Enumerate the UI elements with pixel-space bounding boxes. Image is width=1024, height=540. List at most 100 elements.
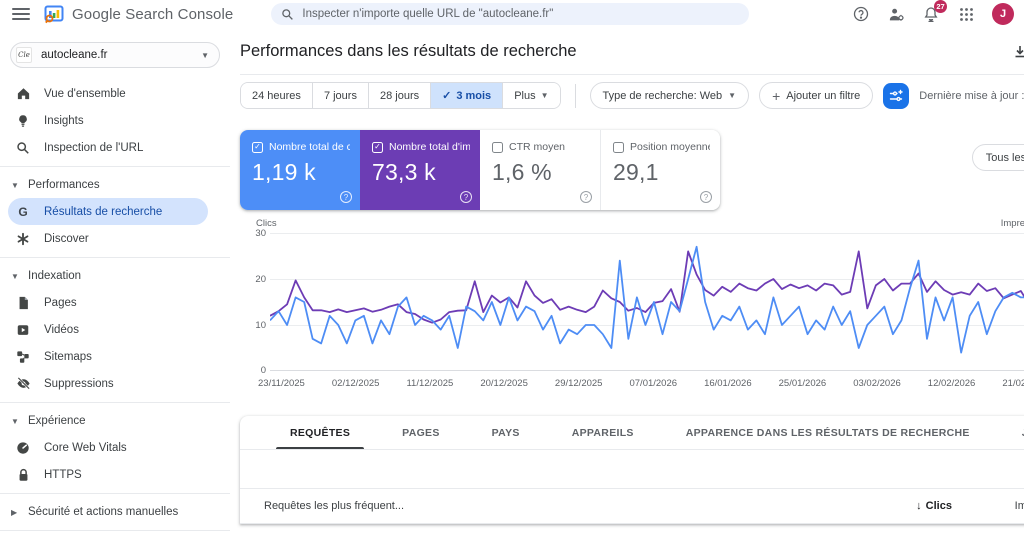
- google-g-icon: G: [18, 204, 28, 219]
- export-button[interactable]: EXPORTER: [1014, 45, 1024, 58]
- help-icon[interactable]: [852, 5, 870, 23]
- caret-right-icon: ▶: [11, 507, 18, 517]
- sidebar-item-overview[interactable]: Vue d'ensemble: [0, 80, 230, 107]
- filters-row: 24 heures 7 jours 28 jours ✓ 3 mois Plus ▼…: [240, 75, 1024, 116]
- column-clicks-sorted[interactable]: ↓ Clics: [916, 500, 952, 512]
- range-7j[interactable]: 7 jours: [312, 83, 369, 108]
- video-icon: [15, 322, 31, 338]
- divider: [0, 257, 230, 258]
- help-icon[interactable]: ?: [580, 191, 592, 203]
- caret-down-icon: ▼: [540, 91, 549, 100]
- section-security[interactable]: ▶ Sécurité et actions manuelles: [0, 499, 230, 525]
- tab-apparence[interactable]: APPARENCE DANS LES RÉSULTATS DE RECHERCH…: [685, 426, 970, 439]
- tab-appareils[interactable]: APPAREILS: [571, 426, 634, 439]
- sidebar-item-label: Résultats de recherche: [44, 205, 163, 218]
- sidebar-item-label: Suppressions: [44, 377, 114, 390]
- sidebar-item-videos[interactable]: Vidéos: [0, 316, 230, 343]
- metric-total-clicks[interactable]: ✓ Nombre total de c... 1,19 k ?: [240, 130, 360, 210]
- notifications-bell-icon[interactable]: 27: [922, 0, 947, 23]
- hamburger-menu-icon[interactable]: [12, 8, 30, 20]
- performance-chart: Clics Impressions 30 20 10 0 1,5 k 1 k: [240, 218, 1024, 389]
- tab-jours[interactable]: JOURS: [996, 416, 1024, 449]
- granularity-dropdown[interactable]: Tous les jours▼: [971, 144, 1024, 171]
- range-plus[interactable]: Plus ▼: [503, 83, 560, 108]
- metric-value: 1,19 k: [252, 159, 316, 185]
- divider: [0, 402, 230, 403]
- sidebar-item-core-web-vitals[interactable]: Core Web Vitals: [0, 434, 230, 461]
- range-28j[interactable]: 28 jours: [368, 83, 432, 108]
- column-impressions[interactable]: Impressions: [1014, 500, 1024, 512]
- chart-lines: [270, 233, 1024, 371]
- sidebar-item-https[interactable]: HTTPS: [0, 461, 230, 488]
- page-header: Performances dans les résultats de reche…: [240, 28, 1024, 75]
- brand-title: Google Search Console: [72, 5, 234, 23]
- sidebar-item-suppressions[interactable]: Suppressions: [0, 370, 230, 397]
- last-update-text: Dernière mise à jour : il y a 4 heures: [919, 89, 1024, 102]
- help-icon[interactable]: ?: [340, 191, 352, 203]
- chart-plot-area[interactable]: 30 20 10 0 1,5 k 1 k 500 0: [255, 228, 1024, 376]
- discover-asterisk-icon: [15, 231, 31, 247]
- section-performances[interactable]: ▼ Performances: [0, 172, 230, 198]
- brand: Google Search Console: [44, 4, 233, 24]
- column-queries[interactable]: Requêtes les plus fréquent...: [264, 500, 405, 512]
- right-axis-title: Impressions: [1000, 218, 1024, 229]
- search-input[interactable]: [302, 8, 740, 20]
- sidebar-item-url-inspection[interactable]: Inspection de l'URL: [0, 134, 230, 161]
- tab-pays[interactable]: PAYS: [491, 426, 520, 439]
- sidebar-item-insights[interactable]: Insights: [0, 107, 230, 134]
- metric-label: CTR moyen: [509, 141, 566, 153]
- metric-total-impressions[interactable]: ✓ Nombre total d'im... 73,3 k ?: [360, 130, 480, 210]
- property-selector[interactable]: Cle autocleane.fr ▼: [10, 42, 220, 68]
- account-avatar[interactable]: J: [992, 3, 1014, 25]
- help-icon[interactable]: ?: [460, 191, 472, 203]
- add-filter-button[interactable]: + Ajouter un filtre: [759, 82, 874, 109]
- metric-average-position[interactable]: ✓ Position moyenne 29,1 ?: [600, 130, 720, 210]
- clicks-line: [270, 247, 1024, 353]
- y-tick-left: 10: [255, 320, 266, 331]
- checkbox-checked-icon[interactable]: ✓: [372, 141, 383, 153]
- sidebar-item-search-results[interactable]: G Résultats de recherche: [8, 198, 208, 225]
- tab-pages[interactable]: PAGES: [402, 426, 440, 439]
- table-toolbar: [240, 450, 1024, 489]
- metric-average-ctr[interactable]: ✓ CTR moyen 1,6 % ?: [480, 130, 600, 210]
- sidebar-item-discover[interactable]: Discover: [0, 225, 230, 252]
- sidebar-item-sitemaps[interactable]: Sitemaps: [0, 343, 230, 370]
- search-type-filter[interactable]: Type de recherche: Web ▼: [589, 82, 750, 109]
- main-content: Performances dans les résultats de reche…: [230, 28, 1024, 540]
- google-apps-grid-icon[interactable]: [957, 5, 975, 23]
- caret-down-icon: ▼: [728, 91, 737, 100]
- section-label: Performances: [28, 179, 100, 191]
- tab-requetes[interactable]: REQUÊTES: [264, 416, 376, 449]
- checkbox-unchecked-icon[interactable]: ✓: [613, 141, 624, 153]
- dimension-tabs: REQUÊTES PAGES PAYS APPAREILS APPARENCE …: [240, 416, 1024, 450]
- section-indexation[interactable]: ▼ Indexation: [0, 263, 230, 289]
- checkbox-checked-icon[interactable]: ✓: [252, 141, 263, 153]
- search-console-logo-icon: [44, 4, 64, 24]
- sidebar-item-label: Sitemaps: [44, 350, 92, 363]
- checkbox-unchecked-icon[interactable]: ✓: [492, 141, 503, 153]
- y-tick-left: 30: [255, 228, 266, 239]
- section-label: Indexation: [28, 270, 82, 282]
- saved-filters-button[interactable]: [883, 82, 910, 109]
- user-settings-icon[interactable]: [887, 5, 905, 23]
- date-range-segmented-control: 24 heures 7 jours 28 jours ✓ 3 mois Plus ▼: [240, 82, 561, 109]
- metric-label: Nombre total d'im...: [389, 141, 470, 153]
- check-icon: ✓: [442, 90, 452, 102]
- caret-down-icon: ▼: [11, 180, 19, 190]
- tune-filter-icon: [889, 89, 903, 103]
- range-24h[interactable]: 24 heures: [241, 83, 313, 108]
- x-axis-labels: 23/11/2025 02/12/2025 11/12/2025 20/12/202…: [258, 378, 1024, 389]
- sidebar: Cle autocleane.fr ▼ Vue d'ensemble Insig…: [0, 28, 230, 540]
- section-experience[interactable]: ▼ Expérience: [0, 408, 230, 434]
- sidebar-nav: Vue d'ensemble Insights Inspection de l'…: [0, 80, 230, 531]
- sidebar-item-pages[interactable]: Pages: [0, 289, 230, 316]
- help-icon[interactable]: ?: [700, 191, 712, 203]
- caret-down-icon: ▼: [11, 271, 19, 281]
- lock-icon: [15, 467, 31, 483]
- url-inspection-search-bar[interactable]: [271, 3, 750, 25]
- plus-icon: +: [772, 87, 781, 104]
- metric-value: 1,6 %: [492, 159, 552, 185]
- range-3mois-selected[interactable]: ✓ 3 mois: [431, 83, 504, 108]
- caret-down-icon: ▼: [11, 416, 19, 426]
